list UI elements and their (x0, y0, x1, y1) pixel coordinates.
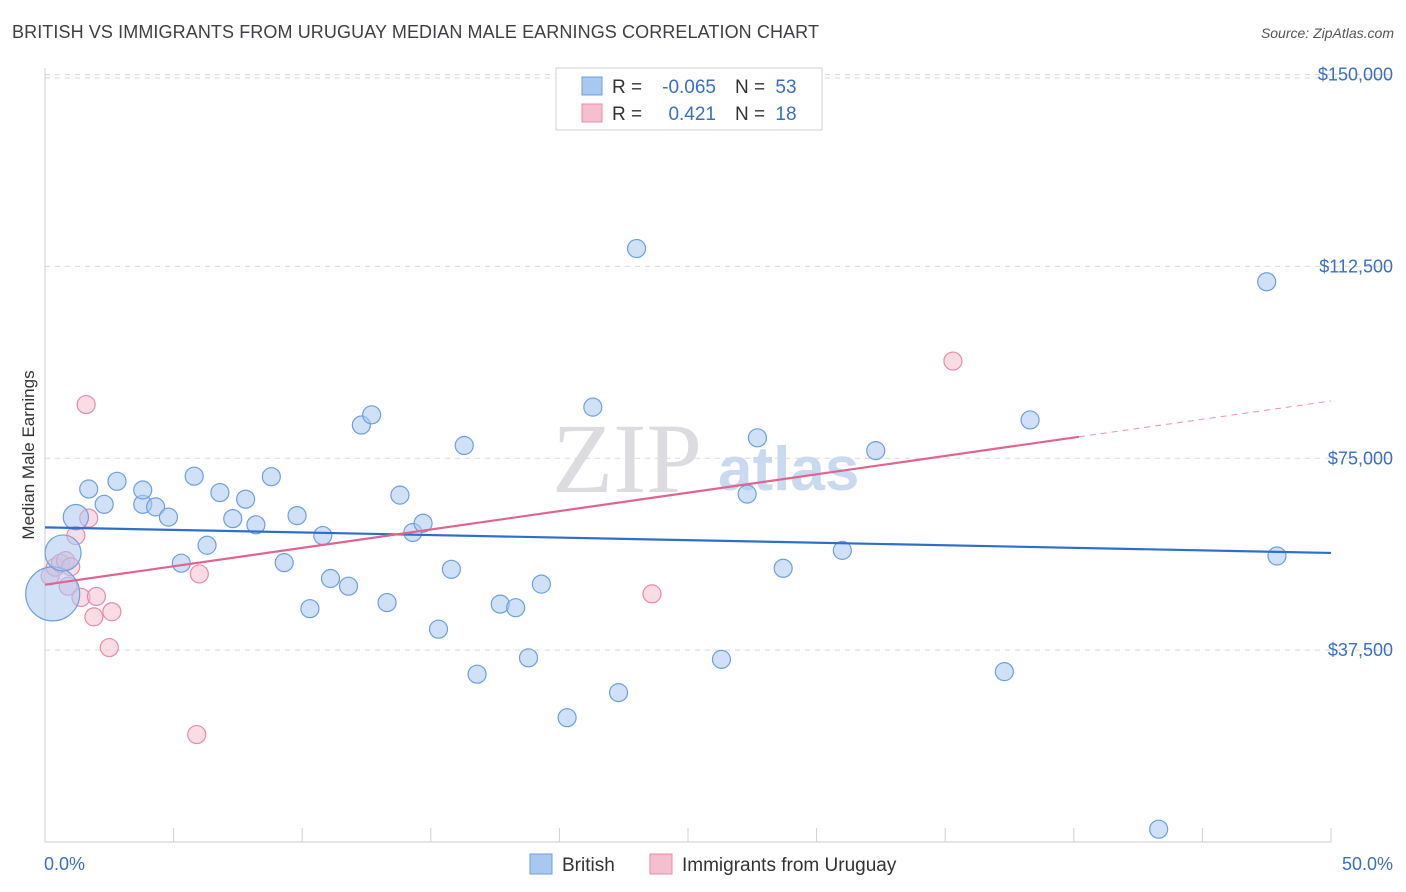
legend: British Immigrants from Uruguay (529, 853, 897, 876)
data-point (79, 479, 99, 499)
data-point (338, 576, 359, 596)
data-point (1257, 272, 1277, 292)
data-point (362, 405, 382, 425)
data-point (320, 568, 341, 589)
stats-swatch-british (581, 76, 603, 96)
data-point (506, 598, 526, 618)
data-point (441, 559, 461, 579)
series-british-points (25, 238, 1287, 839)
y-axis-tick-labels: $37,500 $75,000 $112,500 $150,000 (1318, 65, 1393, 661)
trend-lines (44, 400, 1332, 586)
data-point (1267, 546, 1287, 566)
data-point (518, 648, 539, 668)
data-point (197, 535, 217, 555)
x-tick-label-max: 50.0% (1342, 854, 1393, 874)
data-point (626, 238, 647, 259)
data-point (390, 485, 410, 505)
y-tick-label: $37,500 (1328, 640, 1393, 660)
data-point (454, 435, 474, 456)
data-point (274, 553, 294, 573)
chart-title: BRITISH VS IMMIGRANTS FROM URUGUAY MEDIA… (12, 22, 820, 42)
data-point (943, 351, 963, 371)
data-point (531, 574, 551, 594)
x-axis-ticks (44, 828, 1332, 842)
data-point (236, 489, 256, 509)
data-point (287, 505, 307, 526)
data-point (557, 708, 577, 728)
data-point (583, 397, 603, 417)
data-point (210, 482, 230, 503)
stats-n-label-uruguay: N = (735, 104, 765, 125)
stats-n-value-british: 53 (775, 77, 796, 98)
data-point (99, 637, 119, 658)
data-point (187, 724, 207, 745)
data-point (866, 441, 886, 461)
stats-r-value-british: -0.065 (662, 77, 716, 98)
data-point (467, 664, 487, 684)
data-point (377, 592, 397, 613)
data-point (1149, 819, 1169, 839)
data-point (773, 558, 793, 578)
data-point (246, 515, 266, 535)
data-point (261, 467, 281, 487)
grid-lines (45, 74, 1395, 651)
source-attribution: Source: ZipAtlas.com (1260, 25, 1394, 41)
stats-r-label-uruguay: R = (612, 104, 642, 125)
data-point (1020, 410, 1040, 430)
data-point (76, 394, 96, 415)
data-point (133, 480, 153, 500)
data-point (86, 586, 107, 607)
y-axis-label: Median Male Earnings (19, 370, 38, 539)
stats-n-label-british: N = (735, 77, 765, 98)
data-point (94, 494, 114, 514)
data-point (313, 525, 333, 546)
data-point (158, 507, 179, 527)
data-point (711, 649, 732, 669)
data-point (994, 662, 1014, 682)
data-point (44, 534, 82, 572)
legend-label-british: British (562, 855, 615, 876)
series-uruguay-points (40, 351, 963, 745)
data-point (832, 540, 852, 560)
y-tick-label: $150,000 (1318, 65, 1393, 85)
data-point (413, 513, 433, 533)
legend-swatch-uruguay (649, 853, 673, 875)
trend-line-uruguay (44, 435, 1080, 586)
x-tick-label-min: 0.0% (44, 854, 85, 874)
stats-swatch-uruguay (581, 103, 603, 123)
data-point (107, 471, 127, 491)
legend-swatch-british (529, 853, 553, 875)
data-point (428, 619, 449, 639)
data-point (25, 566, 81, 622)
data-point (642, 584, 662, 604)
data-point (737, 484, 757, 504)
data-point (189, 564, 209, 584)
data-point (102, 602, 122, 622)
data-point (62, 503, 90, 531)
data-point (747, 428, 768, 448)
y-tick-label: $75,000 (1328, 448, 1393, 468)
stats-r-label-british: R = (612, 77, 642, 98)
y-tick-label: $112,500 (1319, 256, 1393, 276)
trend-line-uruguay-extension (1078, 400, 1332, 438)
stats-r-value-uruguay: 0.421 (668, 104, 716, 125)
stats-box: R = -0.065 N = 53 R = 0.421 N = 18 (555, 67, 823, 131)
data-point (608, 683, 629, 703)
stats-n-value-uruguay: 18 (775, 104, 796, 125)
data-point (300, 599, 320, 619)
legend-label-uruguay: Immigrants from Uruguay (682, 855, 897, 876)
trend-line-british (44, 526, 1332, 555)
data-point (223, 509, 243, 529)
data-point (184, 466, 204, 486)
watermark-zip: ZIP (552, 403, 702, 514)
data-point (84, 607, 104, 627)
data-point (145, 497, 166, 517)
